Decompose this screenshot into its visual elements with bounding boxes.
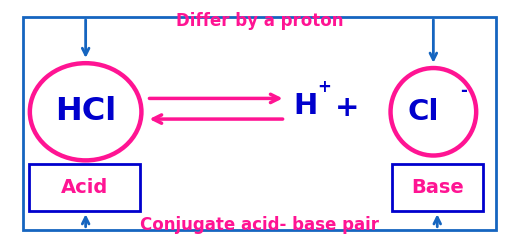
- Text: +: +: [334, 94, 359, 122]
- Text: Base: Base: [411, 178, 463, 197]
- Text: Differ by a proton: Differ by a proton: [176, 12, 343, 30]
- Text: -: -: [460, 82, 467, 100]
- Text: Acid: Acid: [61, 178, 108, 197]
- Text: +: +: [318, 78, 332, 96]
- Text: Conjugate acid- base pair: Conjugate acid- base pair: [140, 216, 379, 234]
- Text: Cl: Cl: [407, 98, 439, 126]
- Text: H: H: [293, 92, 318, 120]
- Text: HCl: HCl: [55, 96, 116, 127]
